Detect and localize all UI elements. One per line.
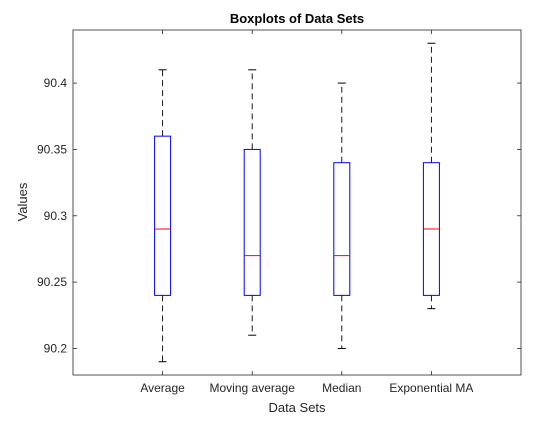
x-tick-label: Average <box>140 381 185 395</box>
x-axis-ticks: Average Moving average Median Exponential M… <box>140 30 473 395</box>
box-moving-average <box>243 69 261 336</box>
y-tick-label: 90.4 <box>44 76 68 90</box>
box-series <box>154 42 440 363</box>
y-tick-label: 90.3 <box>44 209 68 223</box>
chart-title: Boxplots of Data Sets <box>230 11 364 26</box>
y-axis-label: Values <box>15 182 30 221</box>
x-axis-label: Data Sets <box>268 400 326 415</box>
y-axis-ticks: 90.2 90.25 90.3 90.35 90.4 <box>37 76 521 355</box>
x-tick-label: Median <box>322 381 361 395</box>
y-tick-label: 90.35 <box>37 142 67 156</box>
y-tick-label: 90.25 <box>37 275 67 289</box>
x-tick-label: Moving average <box>210 381 296 395</box>
iqr-box <box>243 148 261 296</box>
y-tick-label: 90.2 <box>44 341 68 355</box>
box-median <box>333 82 351 349</box>
box-exponential-ma <box>422 42 440 310</box>
axes-box <box>72 29 522 376</box>
iqr-box <box>333 162 351 296</box>
plot-area: 90.2 90.25 90.3 90.35 90.4 Average Moving ave… <box>37 29 522 395</box>
iqr-box <box>154 135 172 296</box>
box-average <box>154 69 172 363</box>
x-tick-label: Exponential MA <box>389 381 473 395</box>
